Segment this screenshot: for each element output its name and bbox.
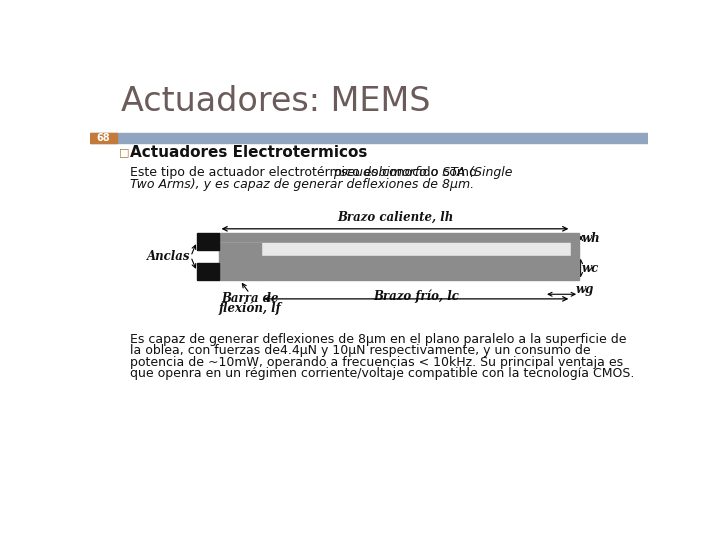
Bar (571, 233, 579, 280)
Text: que openra en un régimen corriente/voltaje compatible con la tecnología CMOS.: que openra en un régimen corriente/volta… (130, 367, 634, 380)
Bar (219, 244, 261, 280)
Text: potencia de ~10mW, operando a frecuencias < 10kHz. Su principal ventaja es: potencia de ~10mW, operando a frecuencia… (130, 356, 624, 369)
Text: Es capaz de generar deflexiones de 8μm en el plano paralelo a la superficie de: Es capaz de generar deflexiones de 8μm e… (130, 333, 627, 346)
Bar (90, 132, 117, 143)
Bar (261, 256, 571, 280)
Bar (197, 233, 219, 251)
Bar (219, 233, 571, 244)
Text: pseudobimorfo o STA (Single: pseudobimorfo o STA (Single (333, 166, 513, 179)
Text: a: a (222, 245, 228, 254)
Text: Actuadores: MEMS: Actuadores: MEMS (121, 85, 431, 118)
Text: Este tipo de actuador electrotérmico es conocido como: Este tipo de actuador electrotérmico es … (130, 166, 481, 179)
Text: Anclas: Anclas (148, 250, 191, 263)
Text: □: □ (119, 147, 129, 158)
Text: Brazo frío, lc: Brazo frío, lc (374, 289, 459, 303)
Text: wh: wh (581, 232, 600, 245)
Text: 68: 68 (96, 132, 110, 143)
Text: Two Arms), y es capaz de generar deflexiones de 8μm.: Two Arms), y es capaz de generar deflexi… (130, 178, 474, 191)
Bar (219, 244, 571, 256)
Bar (197, 262, 219, 280)
Text: Barra de: Barra de (221, 292, 279, 305)
Text: wg: wg (575, 283, 593, 296)
Text: Brazo caliente, lh: Brazo caliente, lh (337, 211, 453, 224)
Bar (90, 132, 648, 143)
Text: wc: wc (581, 261, 598, 274)
Text: flexión, lf: flexión, lf (218, 302, 281, 315)
Text: la oblea, con fuerzas de4.4μN y 10μN respectivamente, y un consumo de: la oblea, con fuerzas de4.4μN y 10μN res… (130, 345, 591, 357)
Text: Actuadores Electrotermicos: Actuadores Electrotermicos (130, 145, 368, 160)
